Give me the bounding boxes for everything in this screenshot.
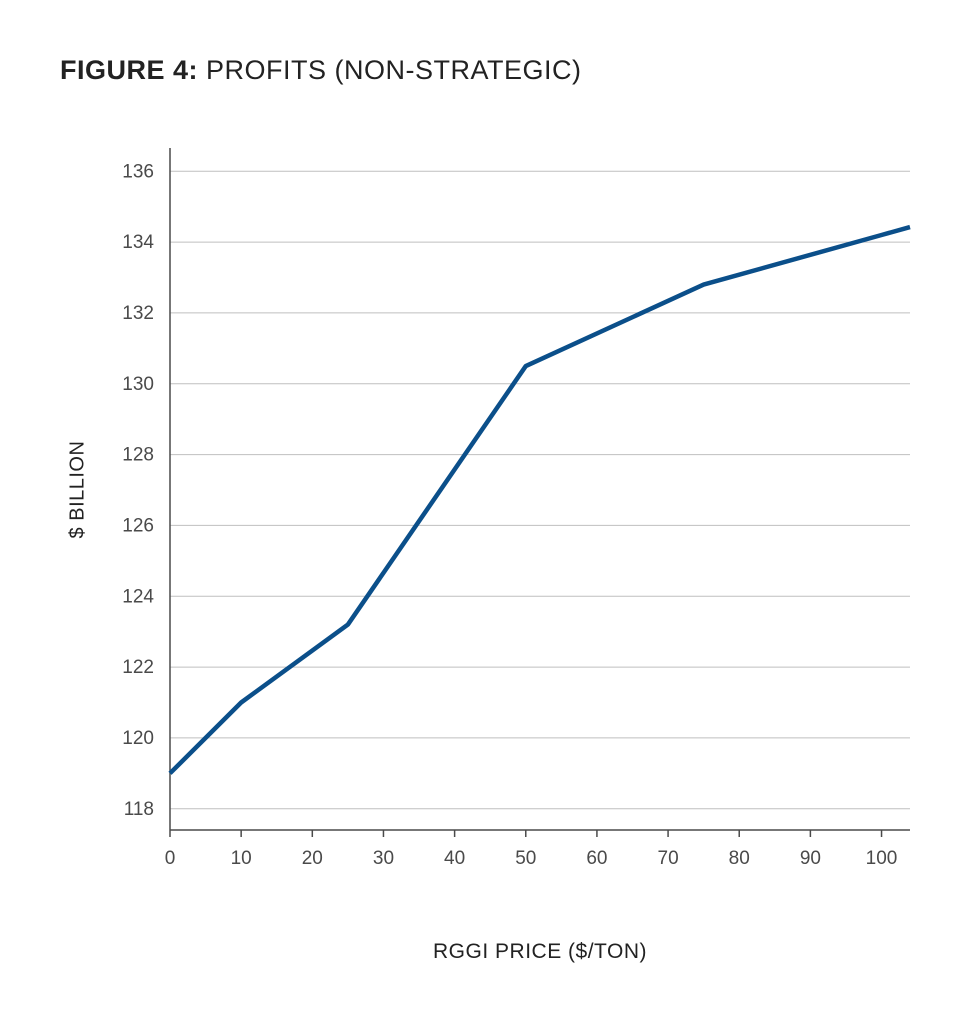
svg-text:118: 118	[124, 799, 154, 820]
svg-text:120: 120	[122, 728, 154, 749]
svg-text:130: 130	[122, 374, 154, 395]
svg-text:128: 128	[122, 445, 154, 466]
svg-text:122: 122	[122, 657, 154, 678]
svg-text:100: 100	[866, 848, 898, 869]
svg-text:126: 126	[122, 515, 154, 536]
svg-text:0: 0	[165, 848, 176, 869]
svg-text:40: 40	[444, 848, 465, 869]
line-chart: 118 120 122 124 126 128 130 132 134 136 0 10 20 30 40 5…	[0, 0, 964, 1024]
svg-text:136: 136	[122, 161, 154, 182]
svg-text:132: 132	[122, 303, 154, 324]
svg-text:50: 50	[515, 848, 536, 869]
chart-container: 118 120 122 124 126 128 130 132 134 136 0 10 20 30 40 5…	[0, 0, 964, 1024]
svg-text:20: 20	[302, 848, 323, 869]
svg-text:10: 10	[231, 848, 252, 869]
svg-text:30: 30	[373, 848, 394, 869]
svg-text:124: 124	[122, 586, 154, 607]
svg-text:60: 60	[586, 848, 607, 869]
svg-text:80: 80	[729, 848, 750, 869]
svg-text:70: 70	[658, 848, 679, 869]
svg-text:90: 90	[800, 848, 821, 869]
svg-text:134: 134	[122, 232, 154, 253]
